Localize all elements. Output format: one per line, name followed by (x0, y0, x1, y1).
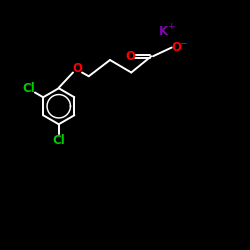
Text: O: O (125, 50, 135, 63)
Text: O: O (171, 41, 181, 54)
Text: Cl: Cl (52, 134, 65, 147)
Text: −: − (180, 38, 187, 47)
Text: Cl: Cl (22, 82, 35, 96)
Text: K: K (159, 25, 168, 38)
Text: O: O (72, 62, 83, 75)
Text: +: + (167, 22, 174, 31)
